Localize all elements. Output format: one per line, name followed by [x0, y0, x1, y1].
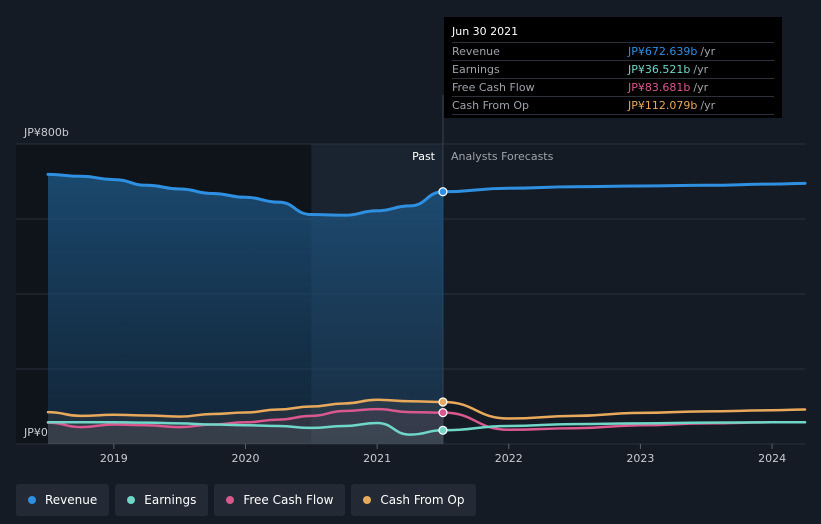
revenue-line [46, 172, 807, 217]
tooltip-value: JP¥36.521b [628, 63, 691, 76]
tooltip-date: Jun 30 2021 [452, 25, 519, 38]
earnings-dot-icon [127, 496, 136, 504]
free-cash-flow-dot-icon [226, 496, 235, 504]
legend-item-earnings[interactable]: Earnings [115, 484, 209, 516]
x-tick-label: 2020 [231, 452, 259, 465]
tooltip-label: Cash From Op [452, 99, 530, 112]
tooltip-row-earnings: Earnings JP¥36.521b /yr [452, 60, 774, 78]
earnings-area [48, 422, 443, 444]
x-tick-label: 2022 [495, 452, 523, 465]
analysts-forecasts-label: Analysts Forecasts [451, 150, 554, 163]
free-cash-flow-marker[interactable] [438, 408, 448, 418]
y-axis-zero-label: JP¥0 [23, 426, 48, 439]
tooltip-row-revenue: Revenue JP¥672.639b /yr [452, 42, 774, 60]
legend-label: Earnings [144, 493, 197, 507]
tooltip-value: JP¥83.681b [628, 81, 691, 94]
legend-item-cash-from-op[interactable]: Cash From Op [351, 484, 477, 516]
earnings-line [46, 421, 807, 436]
x-tick-label: 2024 [758, 452, 786, 465]
tooltip-panel: Jun 30 2021 Revenue JP¥672.639b /yr Earn… [444, 17, 782, 118]
legend-item-revenue[interactable]: Revenue [16, 484, 110, 516]
tooltip-row-free-cash-flow: Free Cash Flow JP¥83.681b /yr [452, 78, 774, 96]
tooltip-unit: /yr [693, 81, 709, 94]
revenue-area [48, 174, 443, 444]
x-tick-label: 2019 [100, 452, 128, 465]
tooltip-unit: /yr [700, 99, 716, 112]
tooltip-label: Free Cash Flow [452, 81, 535, 94]
revenue-dot-icon [28, 496, 36, 504]
tooltip-row-cash-from-op: Cash From Op JP¥112.079b /yr [452, 96, 774, 115]
tooltip-label: Revenue [452, 45, 500, 58]
tooltip-unit: /yr [693, 63, 709, 76]
tooltip-value: JP¥672.639b [628, 45, 698, 58]
tooltip-label: Earnings [452, 63, 500, 76]
free-cash-flow-line [46, 407, 807, 432]
legend-label: Revenue [45, 493, 98, 507]
tooltip-unit: /yr [700, 45, 716, 58]
chart-legend: Revenue Earnings Free Cash Flow Cash Fro… [16, 484, 477, 516]
tooltip-value: JP¥112.079b [628, 99, 698, 112]
cash-from-op-line [46, 398, 807, 420]
legend-label: Cash From Op [380, 493, 465, 507]
legend-item-free-cash-flow[interactable]: Free Cash Flow [214, 484, 346, 516]
cash-from-op-dot-icon [363, 496, 372, 504]
earnings-marker[interactable] [438, 425, 448, 435]
revenue-marker[interactable] [438, 187, 448, 197]
legend-label: Free Cash Flow [243, 493, 334, 507]
x-tick-label: 2021 [363, 452, 391, 465]
x-tick-label: 2023 [626, 452, 654, 465]
y-axis-max-label: JP¥800b [23, 126, 69, 139]
cash-from-op-marker[interactable] [438, 397, 448, 407]
past-label: Past [412, 150, 436, 163]
